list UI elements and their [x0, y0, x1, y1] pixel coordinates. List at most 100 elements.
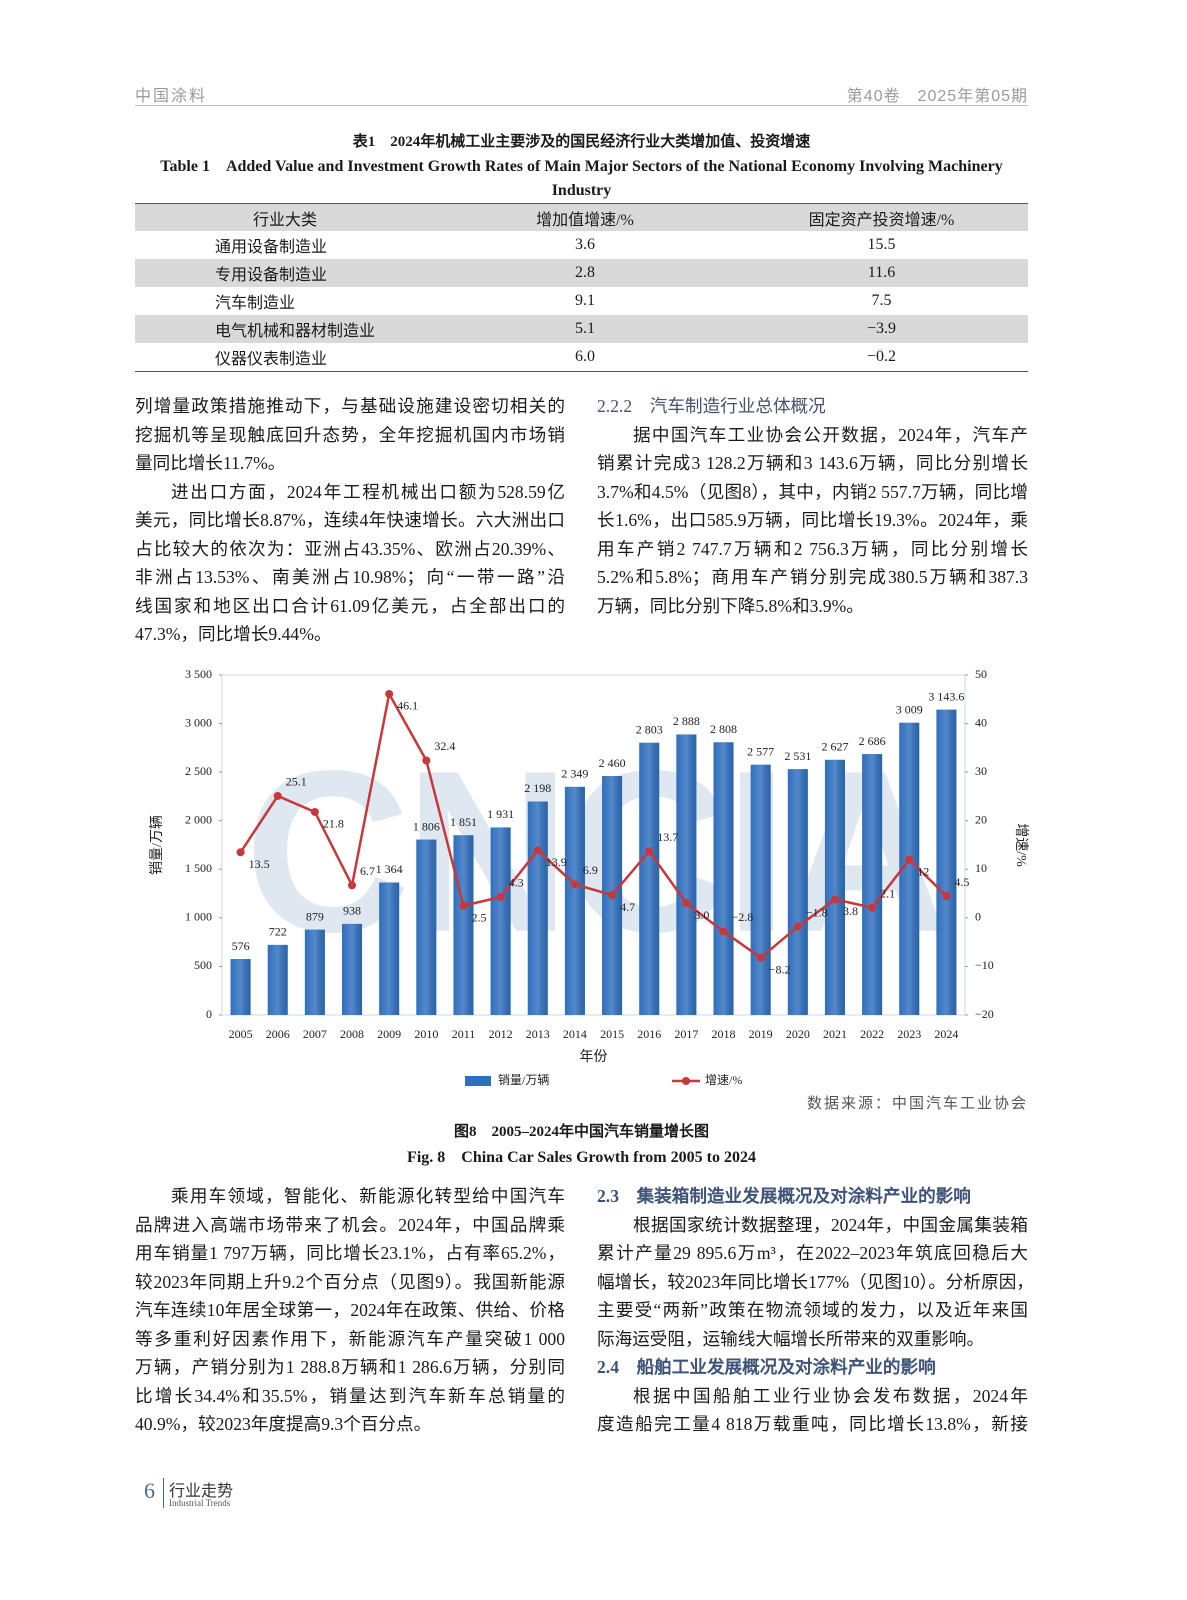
bar-shade [341, 923, 363, 1015]
paragraph: 根据国家统计数据整理，2024年，中国金属集装箱 累计产量29 895.6万m³，… [597, 1211, 1034, 1354]
figure-caption-cn: 图8 2005–2024年中国汽车销量增长图 [453, 1124, 709, 1140]
bar-shade [713, 742, 734, 1015]
table-cell: 7.5 [871, 292, 892, 309]
line-marker [793, 922, 802, 931]
text-line: 品牌进入高端市场带来了机会。2024年，中国品牌乘 [135, 1214, 565, 1235]
bar-shade [453, 835, 474, 1015]
bar-value-label: 2 349 [561, 767, 588, 781]
table-cell: 仪器仪表制造业 [215, 351, 328, 368]
text-column: 2.3 集装箱制造业发展概况及对涂料产业的影响 根据国家统计数据整理，2024年… [597, 1182, 1034, 1439]
bar-value-label: 2 577 [747, 744, 774, 758]
y-tick-label: 1 000 [185, 910, 212, 924]
legend-label: 增速/% [705, 1073, 742, 1087]
text-line: 挖掘机等呈现触底回升态势，全年挖掘机国内市场销 [135, 424, 565, 445]
y-tick-label: 3 500 [185, 667, 212, 681]
line-value-label: −8.2 [769, 962, 791, 976]
line-value-label: 3.0 [694, 908, 709, 922]
bar-shade [230, 959, 251, 1015]
y-tick-label: 3 000 [185, 715, 212, 729]
x-tick-label: 2018 [712, 1027, 736, 1041]
line-value-label: 6.9 [583, 863, 598, 877]
table-cell: 6.0 [575, 348, 595, 365]
y2-tick-label: 50 [975, 667, 987, 681]
table-cell: 5.1 [435, 315, 735, 343]
bar-value-label: 2 460 [599, 756, 626, 770]
x-tick-label: 2008 [340, 1027, 364, 1041]
x-tick-label: 2012 [489, 1027, 513, 1041]
line-marker [236, 848, 245, 857]
bar-value-label: 2 888 [673, 714, 700, 728]
line-marker [385, 689, 394, 698]
section-name: 行业走势 [169, 1483, 234, 1500]
bar-value-label: 938 [343, 904, 361, 918]
y2-tick-label: 30 [975, 764, 987, 778]
bar-value-label: 1 931 [487, 807, 514, 821]
text-line: 美元，同比增长8.87%，连续4年快速增长。六大洲出口 [135, 510, 565, 530]
text-line: 万辆，同比分别下降5.8%和3.9%。 [597, 595, 864, 616]
table-cell: 汽车制造业 [215, 295, 296, 312]
text-column: 乘用车领域，智能化、新能源化转型给中国汽车品牌进入高端市场带来了机会。2024年… [135, 1182, 565, 1439]
line-marker [830, 895, 839, 904]
line-value-label: 4.5 [954, 875, 969, 889]
line [239, 690, 948, 960]
bar-value-label: 1 806 [413, 819, 440, 833]
line-value-label: 25.1 [286, 775, 307, 789]
line-marker [608, 891, 617, 900]
x-axis-title: 年份 [580, 1049, 608, 1065]
x-tick-label: 2021 [823, 1027, 847, 1041]
table-cell: 11.6 [735, 259, 1028, 287]
y-axis-title: 销量/万辆 [149, 815, 165, 875]
paragraph: 列增量政策措施推动下，与基础设施建设密切相关的 挖掘机等呈现触底回升态势，全年挖掘… [135, 392, 565, 478]
text-line: 线国家和地区出口合计61.09亿美元，占全部出口的 [135, 595, 565, 616]
bar-shade [750, 764, 771, 1015]
line-value-label: 6.7 [360, 864, 375, 878]
table-cell: −3.9 [735, 315, 1028, 343]
figure-caption-en: Fig. 8 China Car Sales Growth from 2005 … [407, 1149, 756, 1166]
table-cell: 15.5 [867, 236, 896, 253]
x-tick-label: 2016 [637, 1027, 661, 1041]
line-marker [533, 846, 542, 855]
line-value-label: 13.5 [249, 857, 270, 871]
x-tick-label: 2009 [377, 1027, 401, 1041]
section-heading: 2.3 集装箱制造业发展概况及对涂料产业的影响 [597, 1186, 971, 1206]
line-marker [422, 756, 431, 765]
column-header: 行业大类 [135, 203, 435, 231]
bar-shade [862, 754, 883, 1015]
y2-tick-label: −10 [975, 958, 994, 972]
text-line: 5.2%和5.8%；商用车产销分别完成380.5万辆和387.3 [597, 567, 1028, 587]
paragraph: 根据中国船舶工业行业协会发布数据，2024年 度造船完工量4 818万载重吨，同比… [597, 1382, 1028, 1439]
y-tick-label: 2 000 [185, 812, 212, 826]
bar-shade [527, 801, 548, 1015]
x-tick-label: 2023 [897, 1027, 921, 1041]
bar-shade [787, 769, 808, 1015]
text-line: 3.7%和4.5%（见图8），其中，内销2 557.7万辆，同比增 [597, 481, 1028, 502]
table-cell: 9.1 [575, 292, 595, 309]
table-cell: 专用设备制造业 [135, 259, 435, 287]
x-tick-label: 2013 [526, 1027, 550, 1041]
y-tick-label: 500 [194, 958, 212, 972]
line-marker [942, 892, 951, 900]
bar-shade [267, 944, 288, 1015]
line-marker [645, 847, 654, 856]
section-heading: 2.2.2 汽车制造行业总体概况 [597, 396, 826, 416]
table-cell: 3.6 [575, 236, 595, 253]
x-tick-label: 2006 [266, 1027, 290, 1041]
bar-value-label: 2 803 [636, 722, 663, 736]
text-line: 比增长34.4%和35.5%，销量达到汽车新车总销量的 [135, 1385, 565, 1406]
text-line: 汽车连续10年居全球第一，2024年在政策、供给、价格 [135, 1300, 565, 1320]
column-header: 固定资产投资增速/% [735, 203, 1028, 231]
bar-shade [304, 929, 325, 1015]
data-table: 行业大类 增加值增速/% 固定资产投资增速/% 通用设备制造业 3.6 15.5 专用设备制… [135, 203, 1028, 372]
line-value-label: −1.8 [806, 905, 828, 919]
text-line: 据中国汽车工业协会公开数据，2024年，汽车产 [633, 424, 1028, 445]
bar-value-label: 1 851 [450, 815, 477, 829]
bar-shade [936, 709, 957, 1015]
line-value-label: 4.3 [509, 876, 524, 890]
line-marker [682, 899, 691, 908]
text-line: 乘用车领域，智能化、新能源化转型给中国汽车 [171, 1186, 565, 1206]
line-value-label: 13.7 [657, 830, 678, 844]
legend-swatch [682, 1077, 690, 1085]
table-cell: −0.2 [866, 348, 897, 365]
bar-shade [676, 734, 697, 1015]
